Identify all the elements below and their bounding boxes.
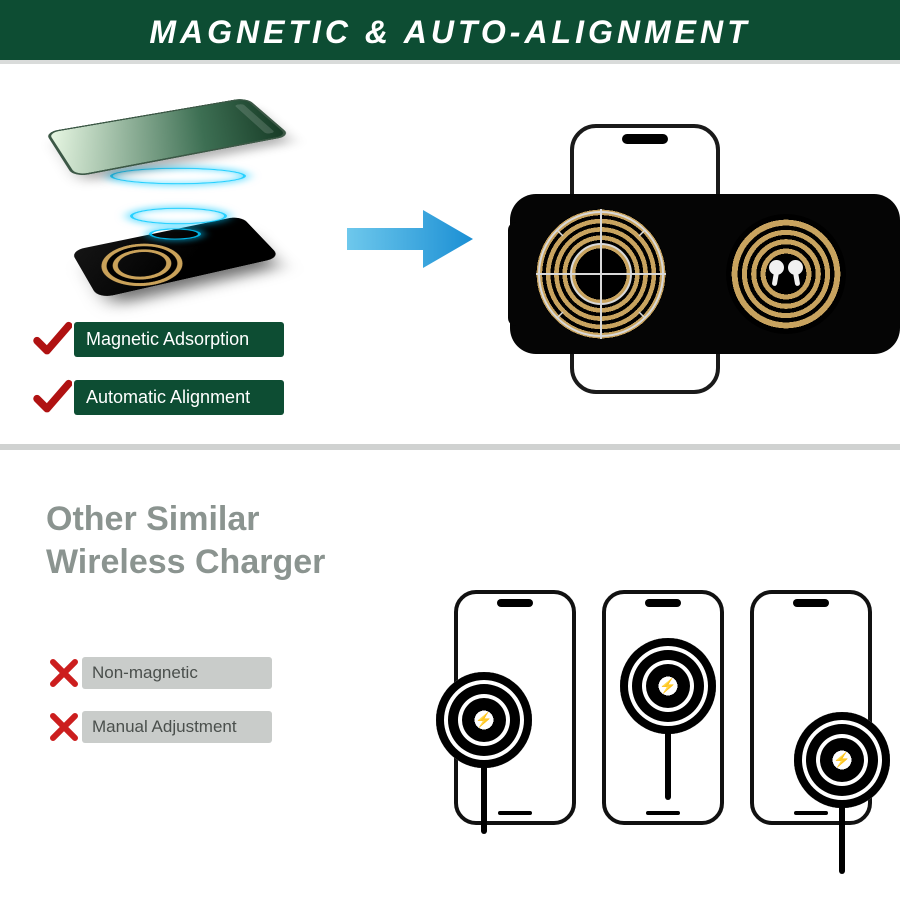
bolt-icon: ⚡: [475, 712, 492, 729]
bolt-icon: ⚡: [833, 752, 850, 769]
check-icon: [30, 319, 74, 359]
charging-puck: ⚡: [436, 672, 532, 768]
phone-iso: [45, 98, 291, 178]
feature-label: Magnetic Adsorption: [74, 322, 284, 357]
competitor-heading: Other Similar Wireless Charger: [46, 498, 325, 583]
feature-item: Manual Adjustment: [46, 709, 272, 745]
feature-label: Non-magnetic: [82, 657, 272, 689]
feature-item: Automatic Alignment: [30, 377, 284, 417]
competitor-heading-line1: Other Similar: [46, 498, 325, 541]
charger-pad-iso: [71, 216, 281, 299]
feature-list-good: Magnetic Adsorption Automatic Alignment: [30, 319, 284, 417]
top-panel: Magnetic Adsorption Automatic Alignment: [0, 64, 900, 444]
magnetic-attract-illustration: [20, 74, 320, 304]
bottom-panel: Other Similar Wireless Charger Non-magne…: [0, 450, 900, 900]
misaligned-phone: ⚡: [750, 590, 872, 825]
feature-item: Non-magnetic: [46, 655, 272, 691]
cross-icon: [46, 709, 82, 745]
charging-puck: ⚡: [794, 712, 890, 808]
bolt-icon: ⚡: [659, 678, 676, 695]
feature-label: Manual Adjustment: [82, 711, 272, 743]
charging-puck: ⚡: [620, 638, 716, 734]
earbuds-icon: [767, 260, 805, 288]
misaligned-phones-row: ⚡ ⚡ ⚡: [454, 590, 872, 825]
feature-item: Magnetic Adsorption: [30, 319, 284, 359]
arrow-icon: [345, 204, 475, 274]
cross-icon: [46, 655, 82, 691]
check-icon: [30, 377, 74, 417]
charging-coil-phone: [536, 209, 666, 339]
aligned-charger-illustration: [510, 124, 900, 394]
competitor-heading-line2: Wireless Charger: [46, 541, 325, 584]
misaligned-phone: ⚡: [454, 590, 576, 825]
header-banner: MAGNETIC & AUTO-ALIGNMENT: [0, 0, 900, 64]
charging-coil-earbuds: [726, 214, 846, 334]
header-title: MAGNETIC & AUTO-ALIGNMENT: [149, 14, 750, 51]
charger-body: [510, 194, 900, 354]
feature-list-bad: Non-magnetic Manual Adjustment: [46, 655, 272, 745]
feature-label: Automatic Alignment: [74, 380, 284, 415]
misaligned-phone: ⚡: [602, 590, 724, 825]
